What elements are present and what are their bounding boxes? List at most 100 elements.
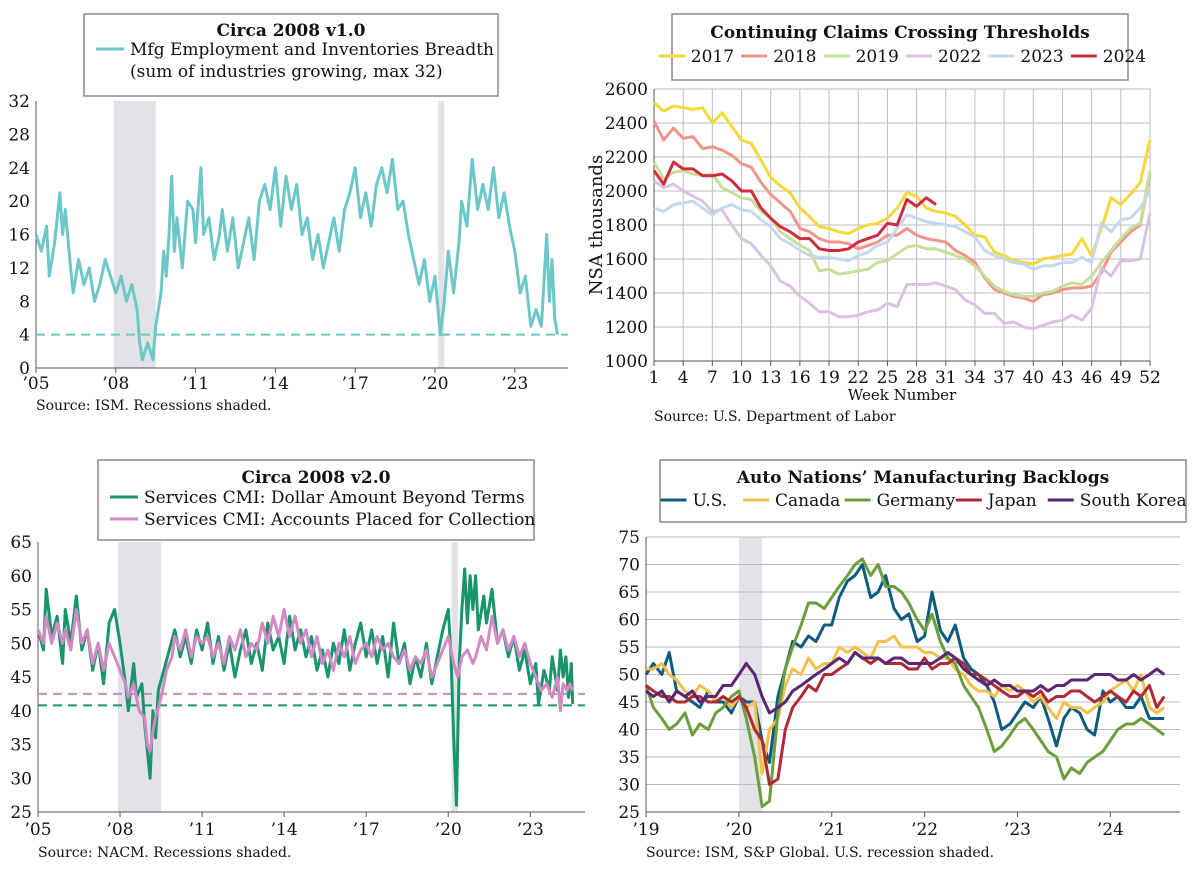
x-tick-label: ’11 bbox=[182, 374, 209, 394]
x-tick-label: 22 bbox=[847, 368, 869, 388]
x-tick-label: 46 bbox=[1081, 368, 1103, 388]
series-line-2023 bbox=[653, 190, 1152, 271]
source-note: Source: ISM, S&P Global. U.S. recession … bbox=[646, 845, 994, 861]
x-tick-label: ’20 bbox=[421, 374, 448, 394]
recession-band bbox=[438, 101, 445, 368]
x-tick-label: 19 bbox=[818, 368, 840, 388]
y-tick-label: 35 bbox=[10, 736, 32, 756]
y-tick-label: 2200 bbox=[605, 148, 648, 168]
y-tick-label: 1000 bbox=[605, 352, 648, 372]
x-tick-label: ’19 bbox=[632, 820, 659, 840]
series-line-south-korea bbox=[645, 651, 1166, 715]
y-tick-label: 60 bbox=[618, 611, 640, 631]
source-note: Source: NACM. Recessions shaded. bbox=[38, 845, 291, 861]
y-tick-label: 2400 bbox=[605, 114, 648, 134]
x-tick-label: ’24 bbox=[1097, 820, 1124, 840]
legend-label: Japan bbox=[986, 491, 1037, 511]
legend-box bbox=[97, 459, 535, 541]
x-axis-title: Week Number bbox=[848, 386, 957, 404]
recession-band bbox=[451, 542, 458, 812]
x-tick-label: 16 bbox=[789, 368, 811, 388]
legend-label: 2017 bbox=[691, 47, 734, 67]
x-tick-label: 13 bbox=[760, 368, 782, 388]
x-tick-label: ’20 bbox=[725, 820, 752, 840]
y-tick-label: 4 bbox=[19, 326, 30, 346]
y-tick-label: 65 bbox=[618, 583, 640, 603]
x-tick-label: ’17 bbox=[353, 820, 380, 840]
x-tick-label: ’23 bbox=[517, 820, 544, 840]
y-tick-label: 30 bbox=[10, 769, 32, 789]
series-line-2017 bbox=[653, 101, 1152, 266]
y-tick-label: 40 bbox=[618, 721, 640, 741]
y-tick-label: 2000 bbox=[605, 182, 648, 202]
y-tick-label: 55 bbox=[618, 638, 640, 658]
recession-band bbox=[113, 101, 156, 368]
x-tick-label: ’20 bbox=[435, 820, 462, 840]
legend-label: 2023 bbox=[1020, 47, 1063, 67]
x-tick-label: 40 bbox=[1022, 368, 1044, 388]
y-tick-label: 0 bbox=[19, 359, 30, 379]
series-line-mfg-employment-and-inventories-breadth bbox=[34, 157, 559, 362]
legend-label: Services CMI: Accounts Placed for Collec… bbox=[144, 510, 535, 530]
y-tick-label: 24 bbox=[8, 159, 30, 179]
x-tick-label: 31 bbox=[935, 368, 957, 388]
y-tick-label: 1200 bbox=[605, 318, 648, 338]
legend-label-line2: (sum of industries growing, max 32) bbox=[130, 62, 443, 82]
x-tick-label: ’14 bbox=[271, 820, 298, 840]
x-tick-label: ’23 bbox=[501, 374, 528, 394]
y-tick-label: 45 bbox=[618, 693, 640, 713]
y-tick-label: 70 bbox=[618, 556, 640, 576]
x-tick-label: 10 bbox=[731, 368, 753, 388]
y-tick-label: 2600 bbox=[605, 80, 648, 100]
y-axis-title: NSA thousands bbox=[586, 155, 607, 295]
x-tick-label: 37 bbox=[993, 368, 1015, 388]
chart-title: Circa 2008 v1.0 bbox=[217, 21, 366, 41]
series-line-2019 bbox=[652, 161, 1152, 298]
series-line-u-s- bbox=[644, 563, 1165, 764]
legend-box bbox=[659, 459, 1187, 523]
x-tick-label: 25 bbox=[877, 368, 899, 388]
x-tick-label: 7 bbox=[707, 368, 718, 388]
x-tick-label: ’05 bbox=[24, 820, 51, 840]
legend-label: Mfg Employment and Inventories Breadth bbox=[130, 40, 494, 60]
series-line-2022 bbox=[653, 179, 1152, 331]
x-tick-label: ’22 bbox=[911, 820, 938, 840]
legend-label: Germany bbox=[877, 491, 956, 511]
y-tick-label: 65 bbox=[10, 533, 32, 553]
series-line-2024 bbox=[652, 160, 937, 252]
legend-label: 2022 bbox=[938, 47, 981, 67]
x-tick-label: 49 bbox=[1110, 368, 1132, 388]
legend-label: U.S. bbox=[693, 491, 728, 511]
y-tick-label: 16 bbox=[8, 226, 30, 246]
y-tick-label: 35 bbox=[618, 748, 640, 768]
y-tick-label: 32 bbox=[8, 92, 30, 112]
y-tick-label: 30 bbox=[618, 776, 640, 796]
y-tick-label: 40 bbox=[10, 702, 32, 722]
x-tick-label: ’14 bbox=[262, 374, 289, 394]
y-tick-label: 8 bbox=[19, 292, 30, 312]
legend-label: Canada bbox=[775, 491, 840, 511]
x-tick-label: 34 bbox=[964, 368, 986, 388]
legend-label: Services CMI: Dollar Amount Beyond Terms bbox=[144, 488, 525, 508]
y-tick-label: 50 bbox=[10, 634, 32, 654]
y-tick-label: 12 bbox=[8, 259, 30, 279]
x-tick-label: ’11 bbox=[189, 820, 216, 840]
legend-box bbox=[671, 13, 1129, 81]
series-line-2018 bbox=[652, 120, 1152, 303]
x-tick-label: ’17 bbox=[342, 374, 369, 394]
series-line-services-cmi-accounts-placed-for-collection bbox=[36, 608, 575, 753]
series-line-japan bbox=[645, 651, 1166, 786]
y-tick-label: 25 bbox=[618, 803, 640, 823]
chart-4: 25 30 35 40 45 50 55 60 65 70 75 ’19 ’20 ’21 ’22 ’23 ’24… bbox=[618, 459, 1187, 861]
legend-label: 2018 bbox=[773, 47, 816, 67]
x-tick-label: ’08 bbox=[102, 374, 129, 394]
x-tick-label: ’05 bbox=[22, 374, 49, 394]
y-tick-label: 1800 bbox=[605, 216, 648, 236]
y-tick-label: 50 bbox=[618, 666, 640, 686]
chart-title: Auto Nations’ Manufacturing Backlogs bbox=[736, 468, 1109, 488]
y-tick-label: 25 bbox=[10, 803, 32, 823]
x-tick-label: 28 bbox=[906, 368, 928, 388]
x-tick-label: 43 bbox=[1052, 368, 1074, 388]
